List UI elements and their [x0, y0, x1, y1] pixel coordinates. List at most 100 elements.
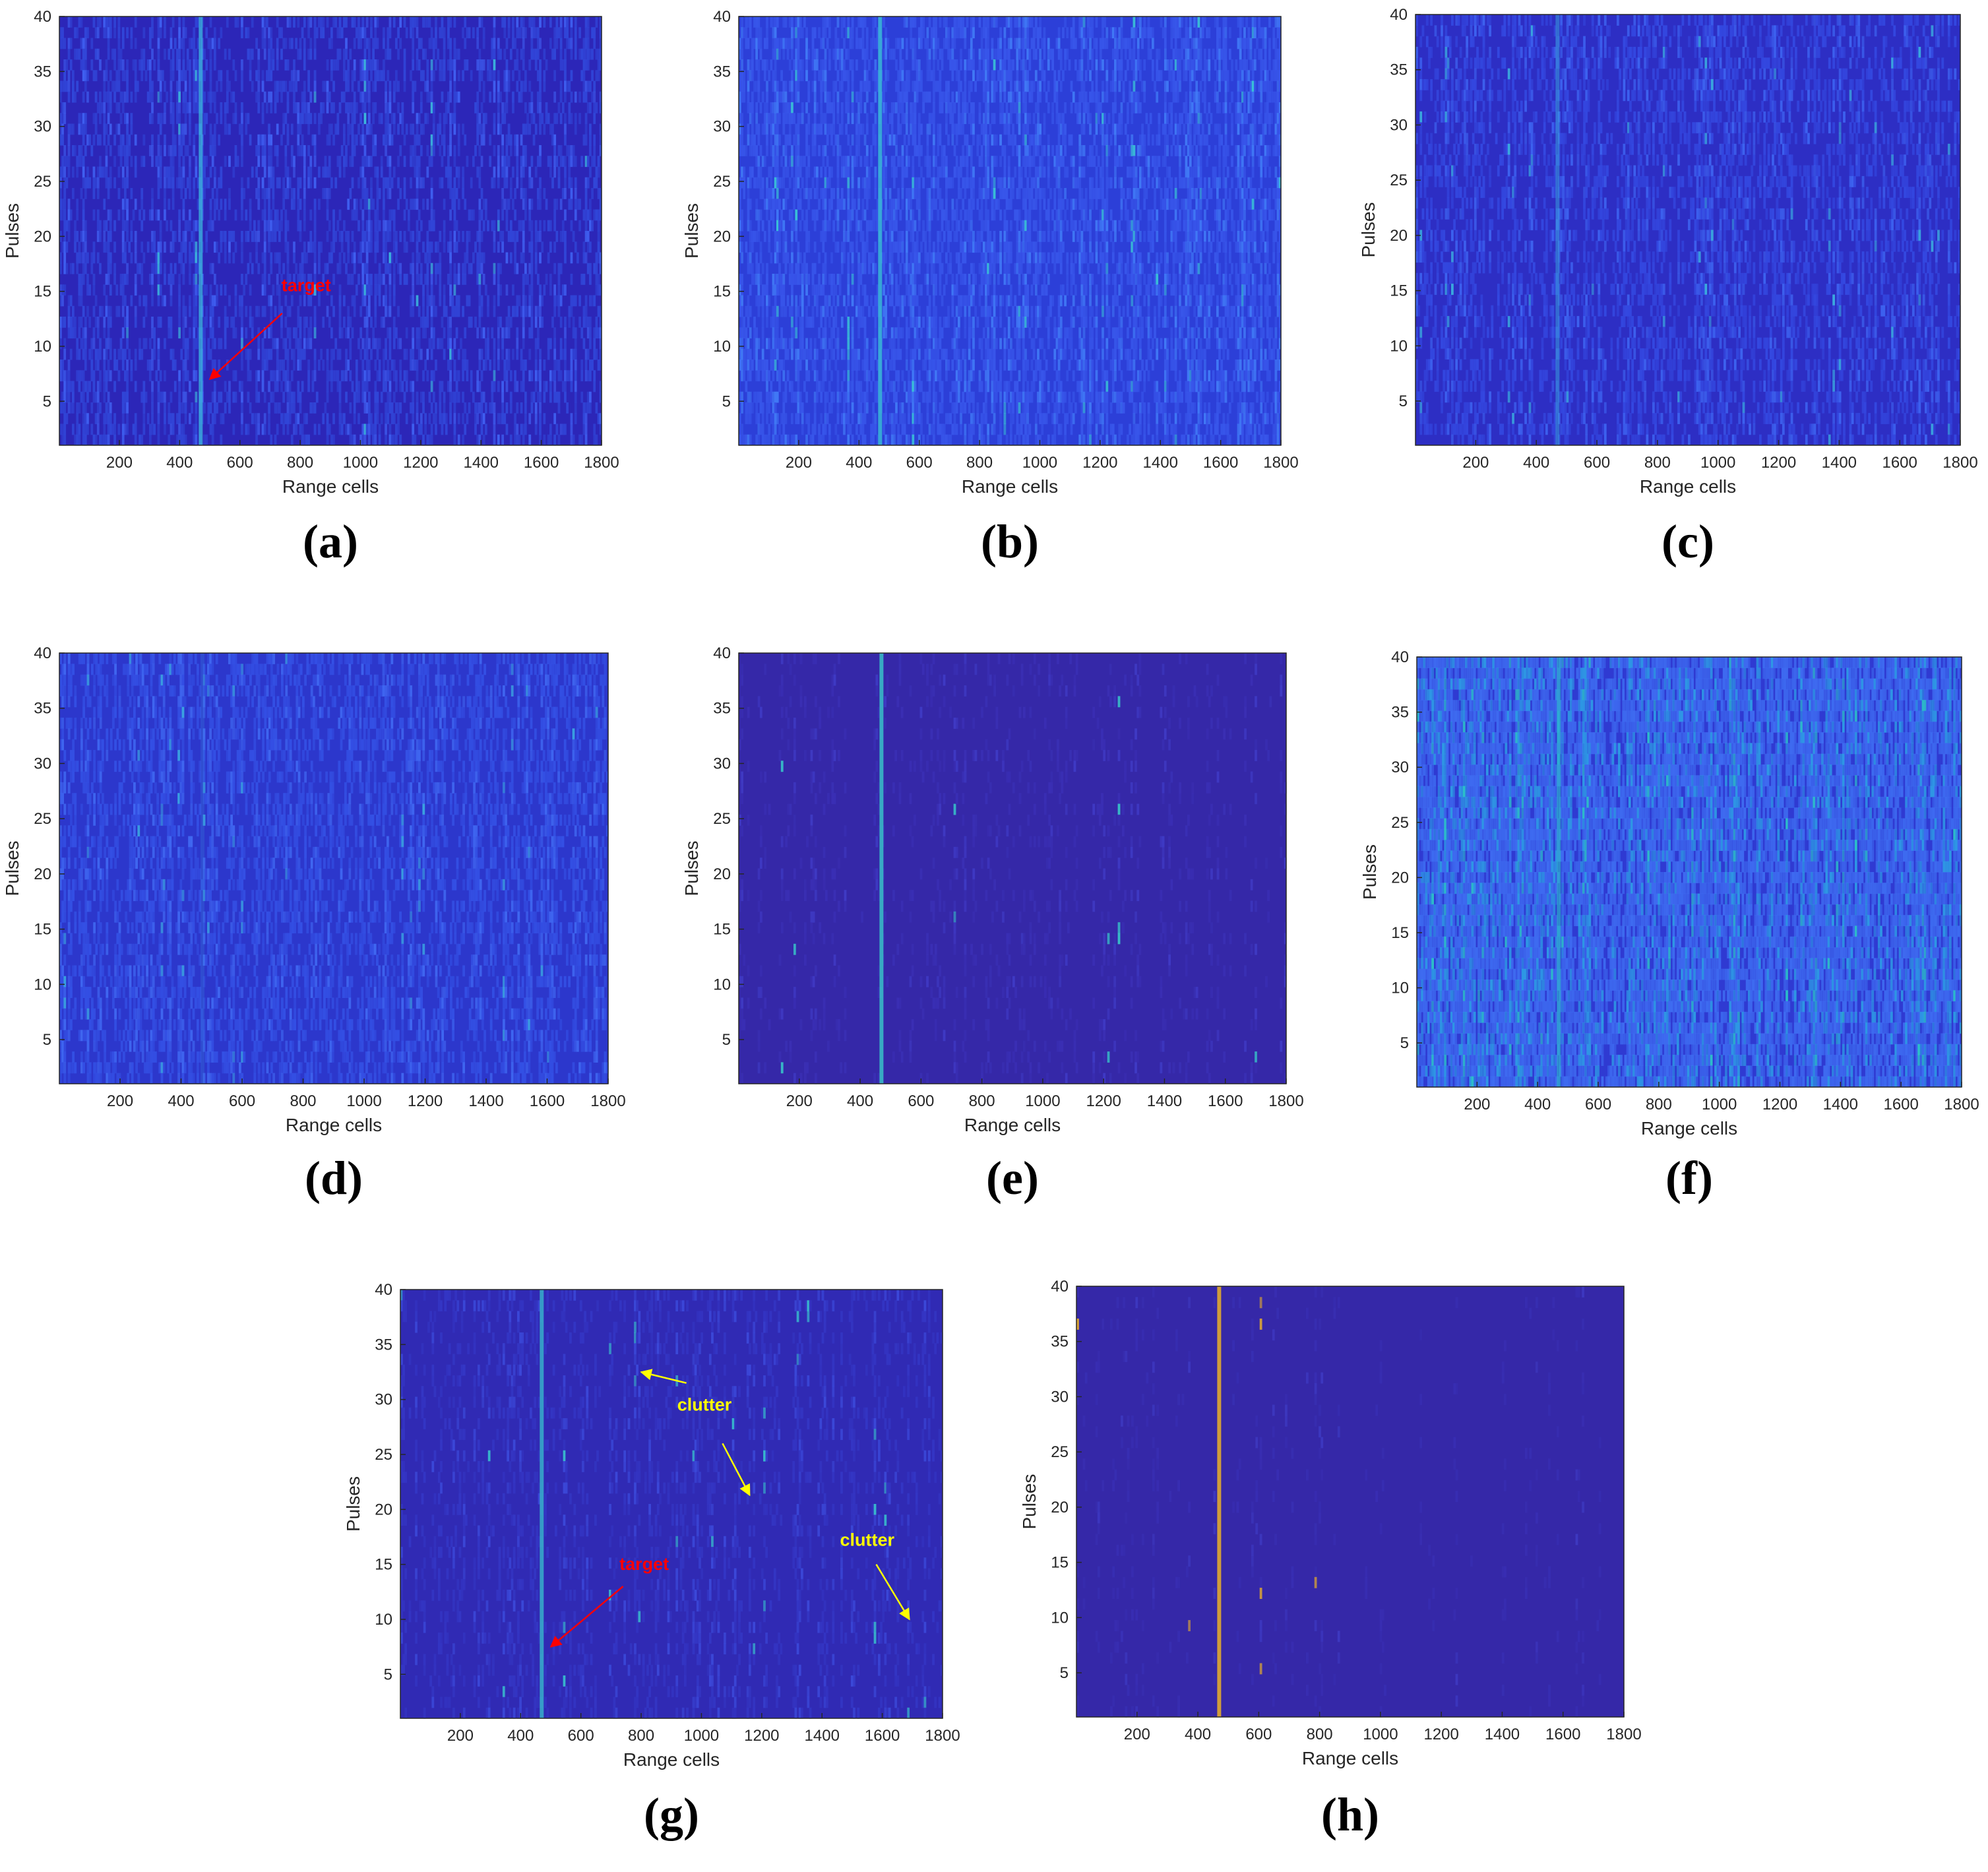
annotation-label: target	[619, 1554, 669, 1574]
y-tick-label: 20	[713, 865, 731, 883]
x-tick-label: 600	[568, 1727, 594, 1745]
y-tick-label: 35	[1390, 61, 1408, 79]
x-tick-label: 400	[1524, 1096, 1551, 1113]
x-tick-label: 400	[846, 454, 872, 472]
y-tick-label: 25	[1390, 172, 1408, 189]
y-tick-label: 15	[1391, 924, 1409, 942]
x-tick-label: 1800	[1606, 1726, 1641, 1743]
x-tick-label: 1600	[1545, 1726, 1580, 1743]
target-stripe	[878, 16, 882, 445]
y-axis-label: Pulses	[343, 1476, 363, 1532]
x-tick-label: 200	[1124, 1726, 1150, 1743]
y-axis-label: Pulses	[1019, 1474, 1040, 1529]
x-tick-label: 600	[1584, 454, 1610, 472]
x-tick-label: 1600	[865, 1727, 900, 1745]
x-tick-label: 400	[507, 1727, 534, 1745]
y-tick-label: 30	[34, 755, 51, 772]
x-tick-label: 1400	[1823, 1096, 1858, 1113]
y-tick-label: 25	[713, 173, 731, 191]
y-tick-label: 35	[34, 63, 51, 80]
y-tick-label: 5	[43, 1031, 51, 1049]
y-tick-label: 5	[1060, 1664, 1069, 1682]
y-tick-label: 20	[375, 1501, 392, 1518]
y-tick-label: 30	[375, 1391, 392, 1409]
y-tick-label: 10	[1391, 980, 1409, 997]
y-tick-label: 35	[34, 700, 51, 718]
x-tick-label: 1400	[1485, 1726, 1520, 1743]
target-stripe	[201, 653, 204, 1084]
y-tick-label: 35	[713, 63, 731, 80]
x-tick-label: 1000	[1702, 1096, 1737, 1113]
y-tick-label: 10	[1051, 1609, 1069, 1627]
y-tick-label: 5	[384, 1666, 392, 1683]
y-tick-label: 20	[713, 228, 731, 245]
y-tick-label: 40	[34, 8, 51, 26]
y-tick-label: 10	[713, 338, 731, 356]
x-tick-label: 200	[1464, 1096, 1490, 1113]
target-stripe	[879, 653, 883, 1084]
x-tick-label: 600	[1245, 1726, 1272, 1743]
y-tick-label: 10	[34, 976, 51, 993]
y-axis-label: Pulses	[681, 203, 702, 259]
x-axis-label: Range cells	[964, 1115, 1061, 1135]
x-tick-label: 1400	[1147, 1092, 1182, 1110]
target-stripe	[1557, 657, 1561, 1087]
x-tick-label: 600	[1585, 1096, 1611, 1113]
y-tick-label: 10	[1390, 337, 1408, 355]
panel-caption: (f)	[1665, 1152, 1713, 1204]
y-tick-label: 35	[1391, 704, 1409, 722]
y-axis-label: Pulses	[1359, 844, 1380, 900]
y-tick-label: 30	[34, 118, 51, 136]
y-tick-label: 20	[34, 865, 51, 883]
x-tick-label: 1000	[684, 1727, 719, 1745]
y-tick-label: 5	[722, 1031, 731, 1049]
y-tick-label: 10	[375, 1611, 392, 1629]
panel-d: 200 400 600 800 1000 1200 1400 1600 180051015202…	[2, 644, 626, 1204]
x-axis-label: Range cells	[623, 1749, 720, 1770]
x-tick-label: 1800	[584, 454, 619, 472]
panel-e: 200 400 600 800 1000 1200 1400 1600 180051015202…	[681, 644, 1304, 1204]
x-tick-label: 1000	[343, 454, 378, 472]
y-tick-label: 5	[1399, 392, 1408, 410]
y-tick-label: 20	[1051, 1499, 1069, 1516]
x-tick-label: 800	[628, 1727, 654, 1745]
x-tick-label: 200	[786, 1092, 813, 1110]
panel-g: 200 400 600 800 1000 1200 1400 1600 180051015202…	[343, 1281, 960, 1841]
x-tick-label: 1200	[1086, 1092, 1121, 1110]
x-tick-label: 1600	[530, 1092, 565, 1110]
y-tick-label: 15	[34, 921, 51, 939]
x-axis-label: Range cells	[1641, 1118, 1737, 1139]
x-tick-label: 1400	[468, 1092, 503, 1110]
x-tick-label: 800	[290, 1092, 316, 1110]
x-tick-label: 200	[106, 454, 133, 472]
y-tick-label: 15	[713, 283, 731, 301]
x-tick-label: 600	[229, 1092, 255, 1110]
y-tick-label: 10	[713, 976, 731, 993]
y-tick-label: 35	[375, 1336, 392, 1354]
x-tick-label: 1800	[1263, 454, 1298, 472]
x-tick-label: 1800	[1944, 1096, 1979, 1113]
y-tick-label: 15	[34, 283, 51, 301]
x-axis-label: Range cells	[1640, 476, 1736, 497]
x-tick-label: 800	[287, 454, 313, 472]
y-tick-label: 20	[1390, 227, 1408, 245]
x-tick-label: 1200	[1423, 1726, 1458, 1743]
y-tick-label: 15	[1390, 282, 1408, 300]
y-tick-label: 40	[713, 8, 731, 26]
x-tick-label: 1600	[524, 454, 559, 472]
x-tick-label: 1600	[1882, 454, 1917, 472]
panel-c: 200 400 600 800 1000 1200 1400 1600 180051015202…	[1358, 6, 1978, 568]
x-tick-label: 1000	[346, 1092, 381, 1110]
x-tick-label: 1400	[1822, 454, 1857, 472]
y-tick-label: 30	[1391, 759, 1409, 776]
x-tick-label: 1800	[1942, 454, 1977, 472]
x-tick-label: 1200	[1761, 454, 1796, 472]
x-tick-label: 400	[1523, 454, 1549, 472]
y-tick-label: 40	[34, 644, 51, 662]
y-tick-label: 35	[713, 700, 731, 718]
x-tick-label: 400	[166, 454, 193, 472]
x-tick-label: 1400	[1143, 454, 1178, 472]
x-tick-label: 200	[447, 1727, 474, 1745]
x-tick-label: 1000	[1025, 1092, 1060, 1110]
